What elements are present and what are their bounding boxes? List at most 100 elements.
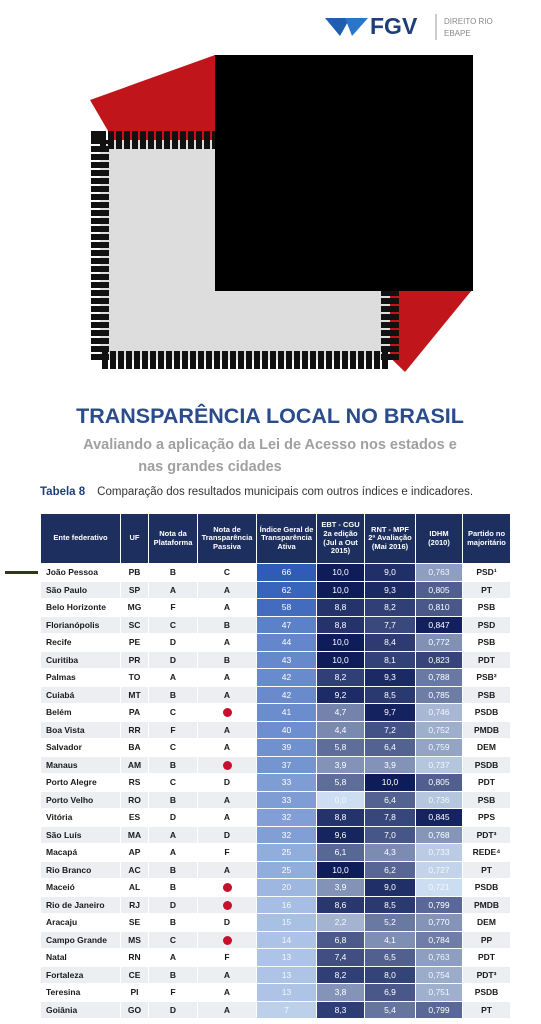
entity-name: Rio Branco: [40, 860, 121, 879]
table-cell: 0,763: [415, 948, 463, 967]
stray-mark: [5, 571, 38, 574]
table-cell: 8,2: [316, 668, 365, 687]
table-cell: 0,721: [415, 878, 463, 897]
table-cell: F: [197, 843, 257, 862]
table-cell: A: [197, 668, 257, 687]
table-cell: 9,0: [364, 878, 416, 897]
table-cell: 9,0: [364, 563, 416, 582]
header-row: Ente federativo UF Nota da Plataforma Nota …: [40, 513, 511, 564]
table-cell: 15: [256, 913, 317, 932]
table-row: Salvador BA C A 39 5,8 6,4 0,759 DEM: [40, 738, 511, 757]
table-cell: PT: [462, 1000, 511, 1019]
table-cell: F: [197, 948, 257, 967]
table-cell: A: [197, 1000, 257, 1019]
table-cell: 0,799: [415, 895, 463, 914]
table-cell: AP: [120, 843, 149, 862]
entity-name: Rio de Janeiro: [40, 895, 121, 914]
table-cell: 6,4: [364, 738, 416, 757]
table-cell: 9,2: [316, 685, 365, 704]
missing-marker: [197, 703, 257, 722]
table-cell: 0,737: [415, 755, 463, 774]
table-cell: 7,4: [316, 948, 365, 967]
table-cell: DEM: [462, 738, 511, 757]
missing-marker: [197, 878, 257, 897]
table-cell: 9,6: [316, 825, 365, 844]
table-cell: 6,2: [364, 860, 416, 879]
table-cell: 33: [256, 790, 317, 809]
table-cell: A: [197, 633, 257, 652]
table-cell: 0,759: [415, 738, 463, 757]
table-cell: 0,788: [415, 668, 463, 687]
entity-name: Palmas: [40, 668, 121, 687]
table-cell: 0,772: [415, 633, 463, 652]
table-cell: 7,2: [364, 720, 416, 739]
table-cell: AC: [120, 860, 149, 879]
table-cell: 0,810: [415, 598, 463, 617]
table-cell: AM: [120, 755, 149, 774]
table-cell: 0,751: [415, 983, 463, 1002]
entity-name: Natal: [40, 948, 121, 967]
table-cell: 10,0: [316, 650, 365, 669]
table-row: Campo Grande MS C 14 6,8 4,1 0,784 PP: [40, 930, 511, 949]
table-cell: C: [148, 773, 198, 792]
logo-mark: [345, 18, 368, 36]
table-cell: RJ: [120, 895, 149, 914]
table-cell: D: [148, 895, 198, 914]
table-cell: 25: [256, 843, 317, 862]
table-cell: PT: [462, 580, 511, 599]
table-cell: 4,4: [316, 720, 365, 739]
table-cell: 8,1: [364, 650, 416, 669]
table-cell: A: [197, 598, 257, 617]
table-cell: PB: [120, 563, 149, 582]
table-cell: F: [148, 720, 198, 739]
table-cell: B: [148, 878, 198, 897]
table-cell: 3,9: [316, 878, 365, 897]
table-cell: 0,799: [415, 1000, 463, 1019]
table-cell: 8,8: [316, 615, 365, 634]
table-cell: A: [148, 580, 198, 599]
header-cell: IDHM (2010): [415, 513, 463, 564]
table-cell: SC: [120, 615, 149, 634]
table-cell: 6,5: [364, 948, 416, 967]
logo-unit: DIREITO RIO: [444, 17, 493, 26]
table-cell: 14: [256, 930, 317, 949]
table-cell: 0,805: [415, 773, 463, 792]
table-cell: MS: [120, 930, 149, 949]
table-cell: PE: [120, 633, 149, 652]
red-dot: [222, 935, 232, 945]
table-row: Manaus AM B 37 3,9 3,9 0,737 PSDB: [40, 755, 511, 774]
table-label: Tabela 8: [40, 486, 86, 498]
table-cell: 10,0: [316, 580, 365, 599]
table-cell: A: [197, 720, 257, 739]
table-cell: 8,0: [364, 965, 416, 984]
caption-text: Comparação dos resultados municipais com…: [97, 486, 474, 498]
table-cell: B: [197, 615, 257, 634]
table-cell: PSDB: [462, 983, 511, 1002]
table-cell: 7,8: [364, 808, 416, 827]
table-row: Teresina PI F A 13 3,8 6,9 0,751 PSDB: [40, 983, 511, 1002]
red-dot: [222, 760, 232, 770]
table-cell: RR: [120, 720, 149, 739]
table-cell: PR: [120, 650, 149, 669]
table-cell: 8,3: [316, 1000, 365, 1019]
logo-brand: FGV: [370, 13, 418, 39]
table-cell: 32: [256, 825, 317, 844]
table-cell: A: [148, 825, 198, 844]
table-cell: 25: [256, 860, 317, 879]
table-cell: 7,0: [364, 825, 416, 844]
logo-mark: [325, 18, 350, 36]
missing-marker: [197, 930, 257, 949]
table-cell: RO: [120, 790, 149, 809]
table-cell: PSD: [462, 615, 511, 634]
table-cell: B: [148, 913, 198, 932]
table-cell: 13: [256, 983, 317, 1002]
table-cell: B: [148, 965, 198, 984]
table-cell: 6,9: [364, 983, 416, 1002]
table-cell: 8,8: [316, 808, 365, 827]
table-cell: 10,0: [316, 633, 365, 652]
table-cell: 3,9: [364, 755, 416, 774]
table-cell: MA: [120, 825, 149, 844]
table-cell: D: [148, 808, 198, 827]
table-cell: 6,1: [316, 843, 365, 862]
table-cell: 5,4: [364, 1000, 416, 1019]
